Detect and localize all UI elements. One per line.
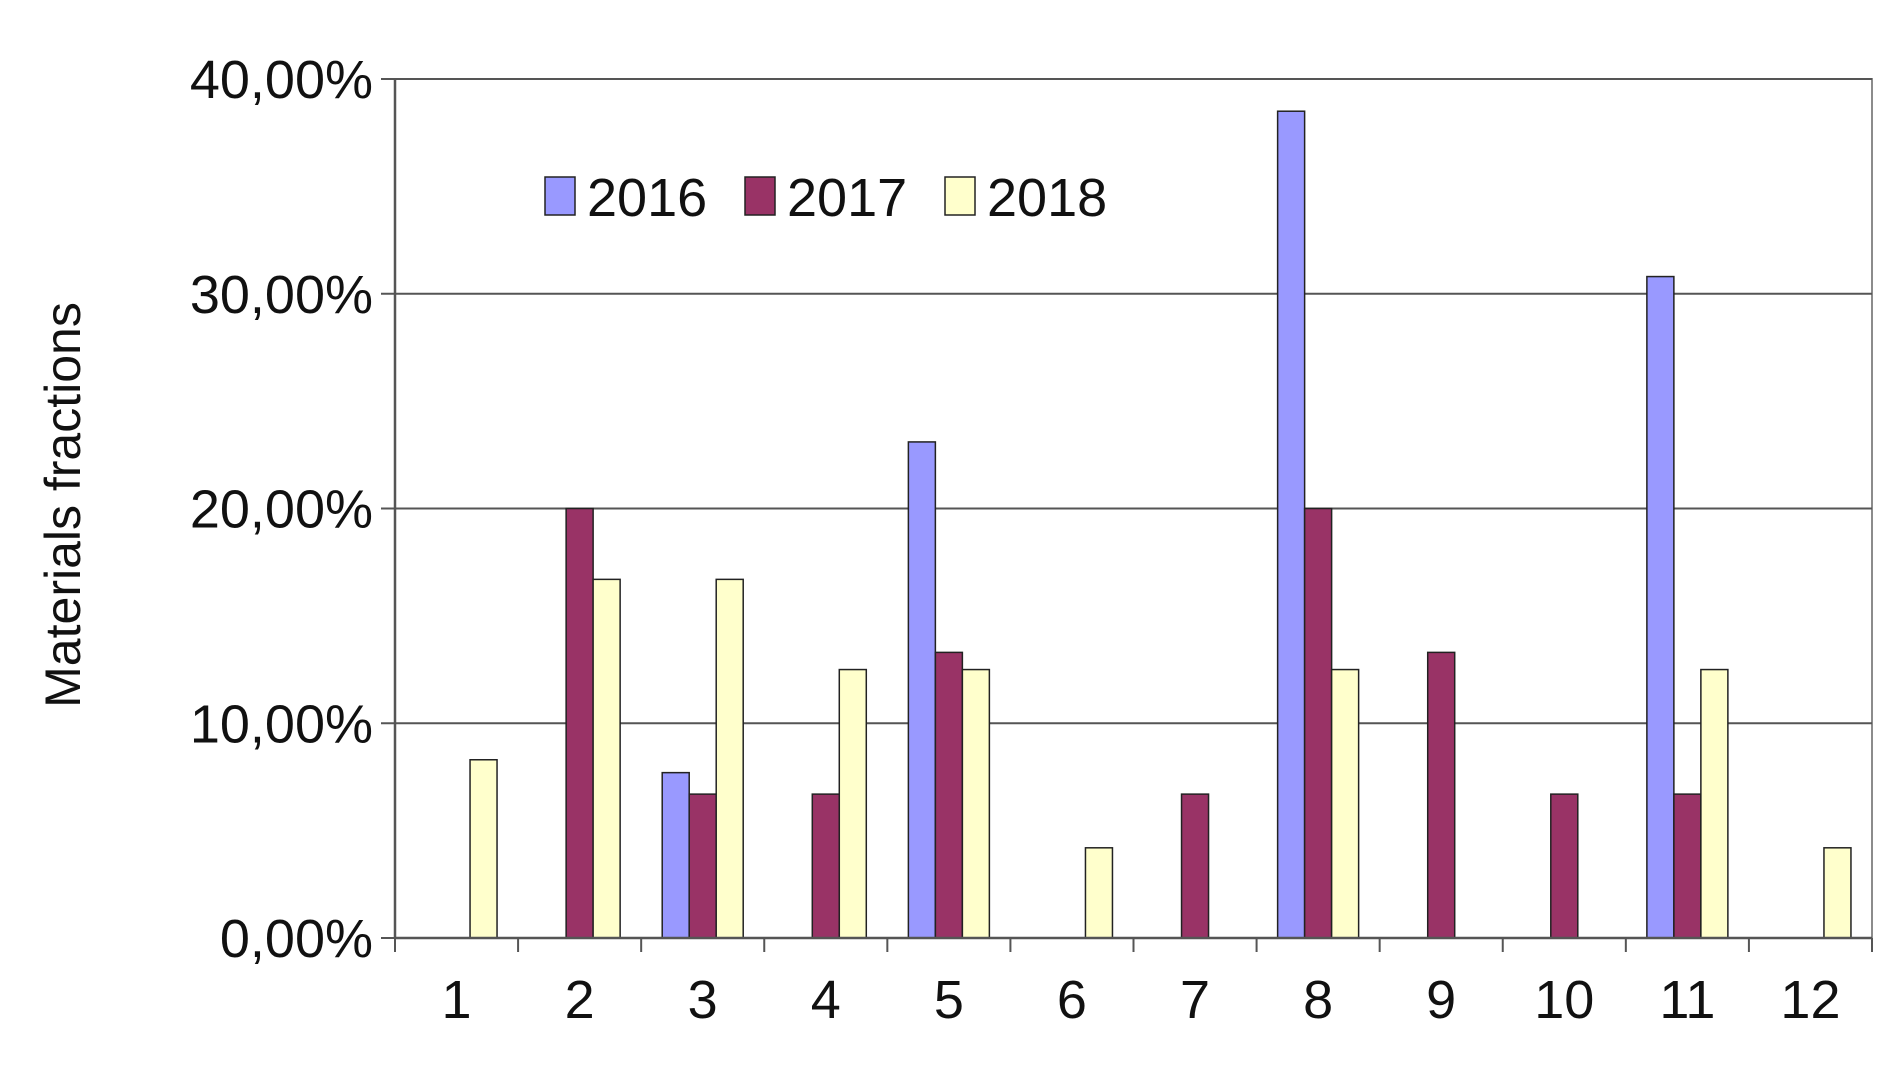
bar-2018-12 xyxy=(1823,847,1852,939)
x-tick-label: 1 xyxy=(442,970,472,1030)
legend: 2016 2017 2018 xyxy=(544,168,1107,228)
bar-2018-3 xyxy=(715,578,744,939)
legend-label-2017: 2017 xyxy=(787,168,907,228)
bar-2017-9 xyxy=(1426,651,1456,939)
x-tick-label: 4 xyxy=(811,970,841,1030)
bar-2016-5 xyxy=(907,441,937,939)
tick-labels: 0,00%10,00%20,00%30,00%40,00%1 2 3 4 5 6 7 8 9 10… xyxy=(190,50,1841,1030)
bar-2017-4 xyxy=(811,793,841,939)
bars xyxy=(469,110,1852,939)
bar-2016-8 xyxy=(1276,110,1306,939)
axes xyxy=(381,78,1873,952)
bar-2018-8 xyxy=(1330,668,1360,939)
y-tick-label: 20,00% xyxy=(190,480,373,540)
legend-label-2018: 2018 xyxy=(987,168,1107,228)
x-tick-label: 2 xyxy=(565,970,595,1030)
x-tick-label: 9 xyxy=(1426,970,1456,1030)
bar-2017-7 xyxy=(1180,793,1210,939)
bar-2017-5 xyxy=(934,651,964,939)
bar-2017-10 xyxy=(1550,793,1579,939)
bar-2017-2 xyxy=(565,507,594,939)
bar-2018-6 xyxy=(1084,847,1114,939)
x-tick-label: 3 xyxy=(688,970,718,1030)
bar-2018-11 xyxy=(1700,668,1729,939)
bar-2018-4 xyxy=(838,668,868,939)
y-axis-title: Materials fractions xyxy=(35,302,91,708)
y-tick-label: 0,00% xyxy=(220,909,373,969)
bar-2017-8 xyxy=(1303,507,1333,939)
y-tick-label: 30,00% xyxy=(190,265,373,325)
x-tick-label: 11 xyxy=(1659,970,1715,1030)
y-tick-label: 10,00% xyxy=(190,694,373,754)
bar-2017-11 xyxy=(1673,793,1702,939)
bar-2016-11 xyxy=(1646,275,1675,939)
y-tick-label: 40,00% xyxy=(190,50,373,110)
bar-2018-5 xyxy=(961,668,991,939)
bar-2018-2 xyxy=(592,578,621,939)
x-tick-label: 8 xyxy=(1303,970,1333,1030)
x-tick-label: 10 xyxy=(1534,970,1594,1030)
x-tick-label: 6 xyxy=(1057,970,1087,1030)
legend-swatch-2018 xyxy=(944,176,976,216)
bar-2017-3 xyxy=(688,793,717,939)
x-tick-label: 5 xyxy=(934,970,964,1030)
x-tick-label: 7 xyxy=(1180,970,1210,1030)
x-tick-label: 12 xyxy=(1780,970,1840,1030)
legend-swatch-2017 xyxy=(744,176,776,216)
legend-label-2016: 2016 xyxy=(587,168,707,228)
bar-2016-3 xyxy=(661,771,690,939)
bar-2018-1 xyxy=(469,759,498,939)
legend-swatch-2016 xyxy=(544,176,576,216)
